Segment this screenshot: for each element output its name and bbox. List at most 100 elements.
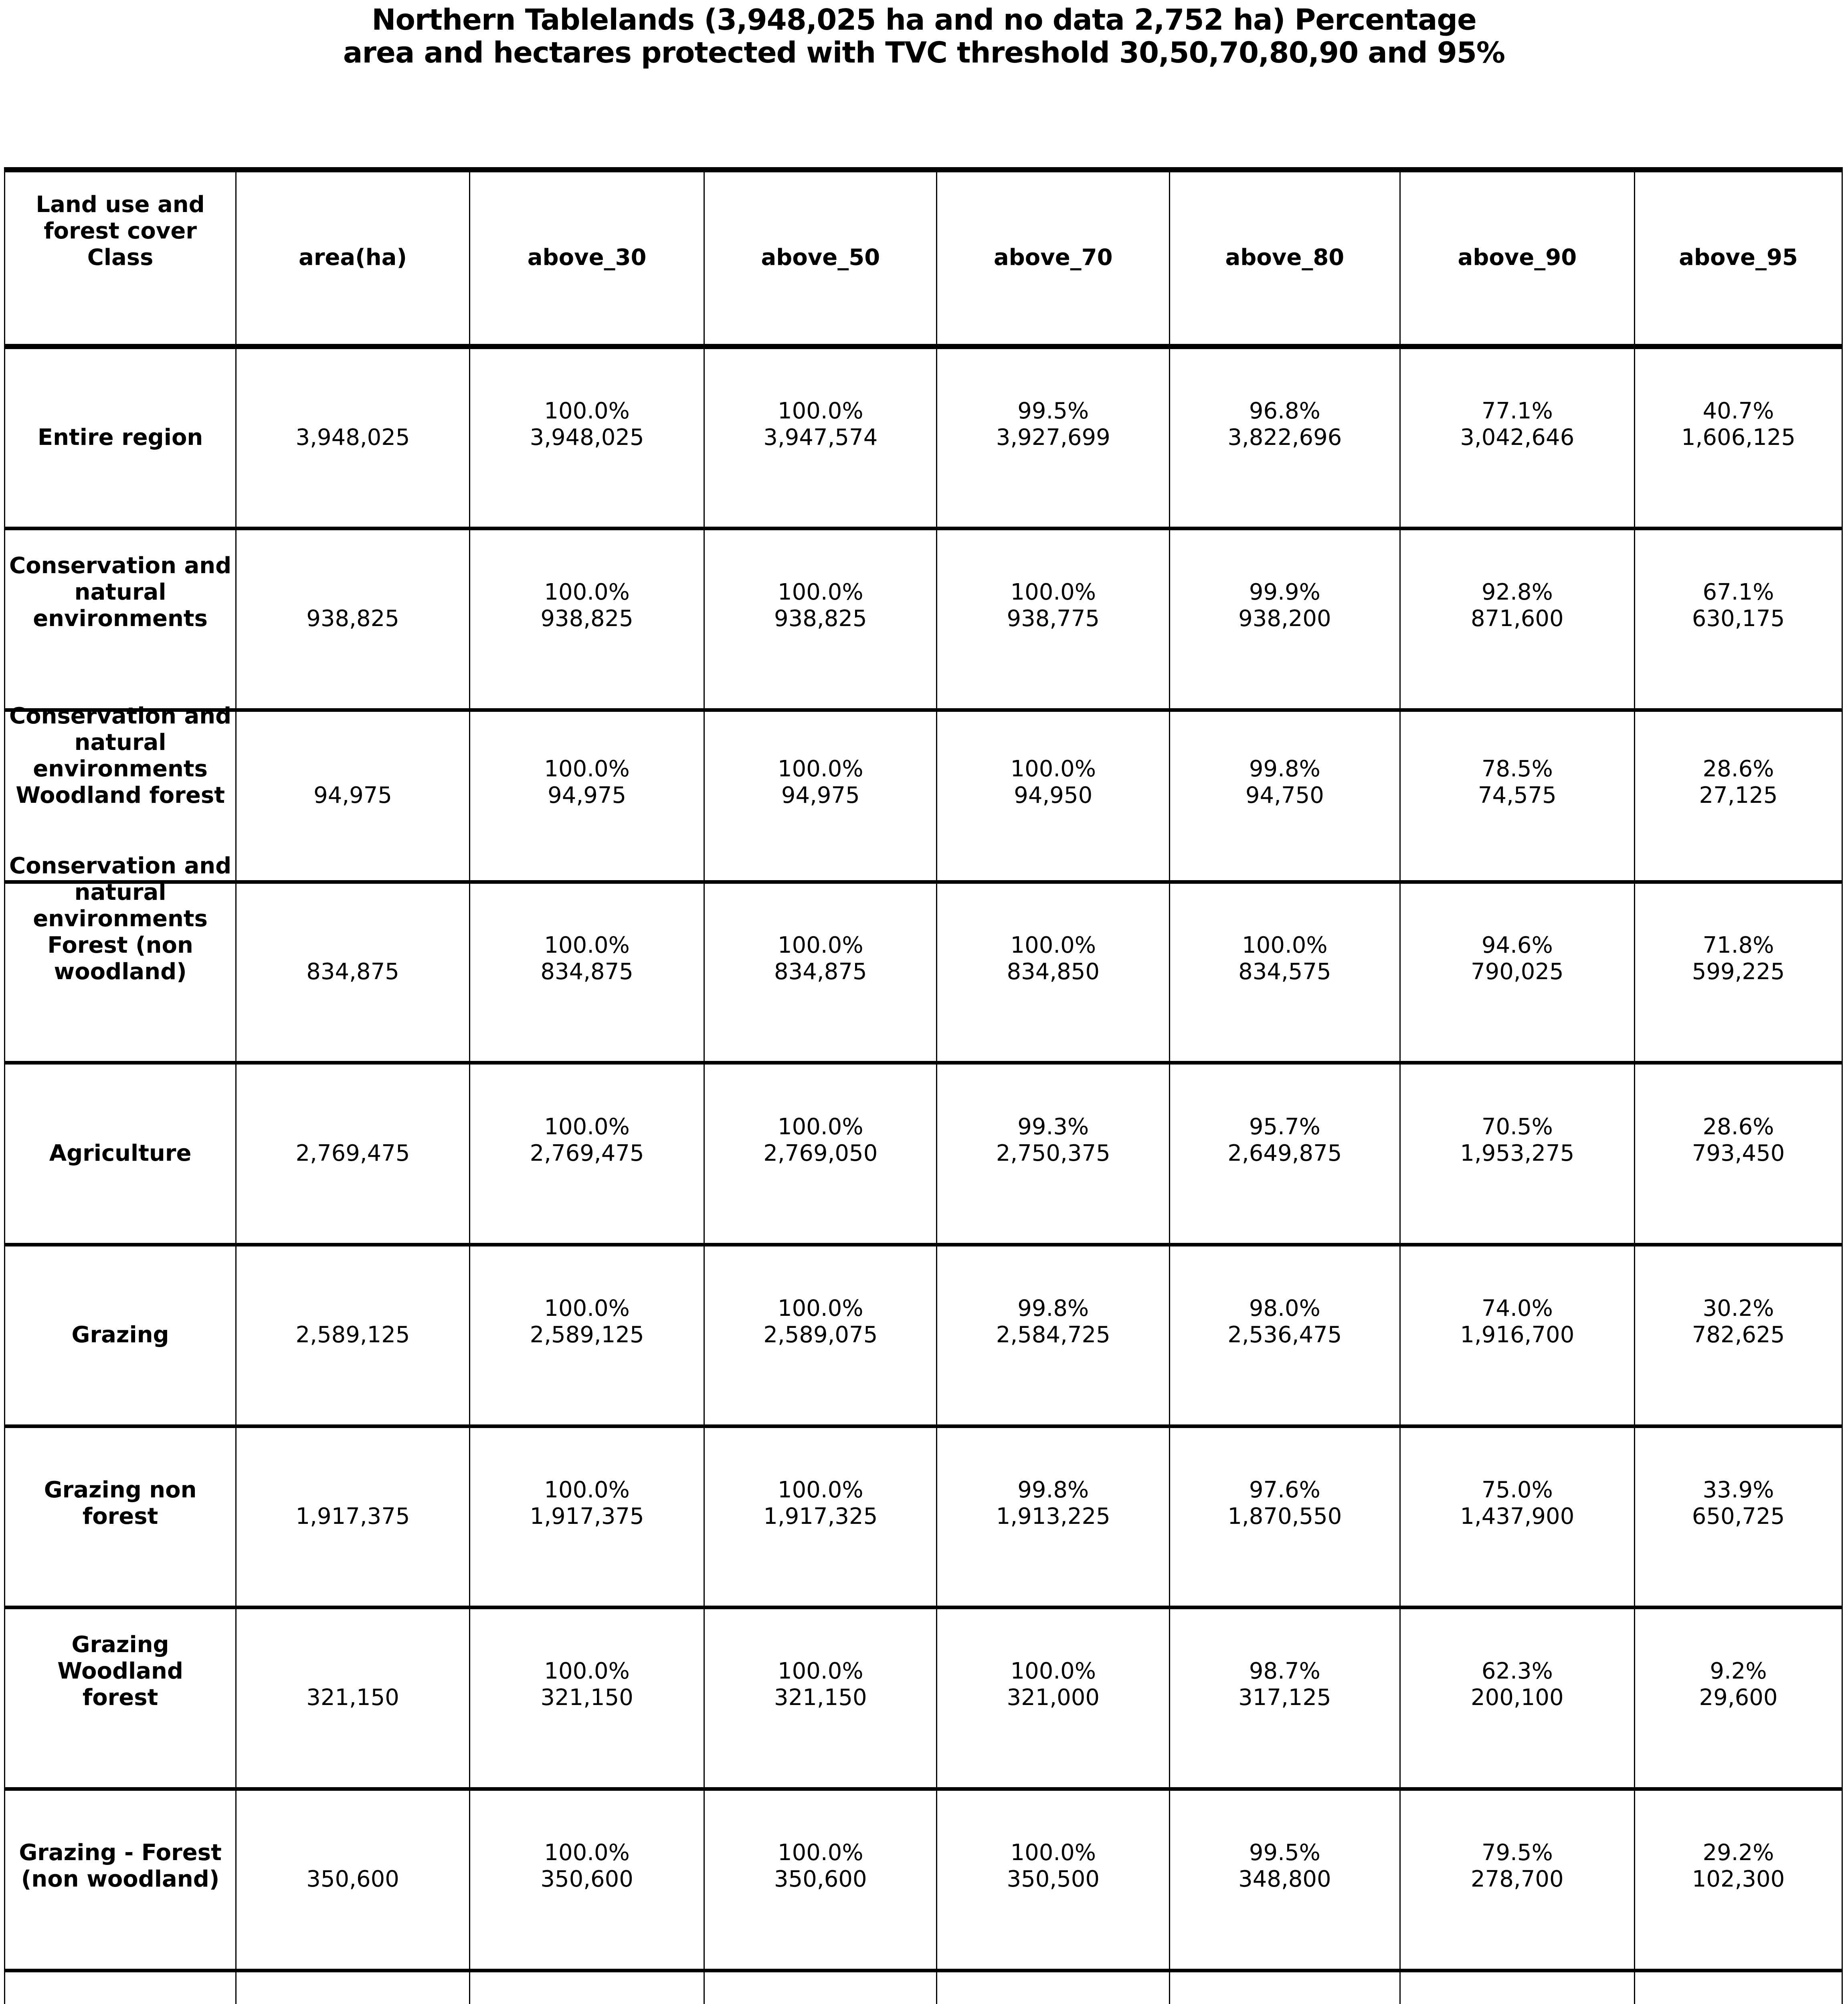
value-cell: 99.8% 94,750 (1170, 712, 1401, 880)
value-cell: 100.0% 321,150 (705, 1609, 938, 1787)
value-cell: 62.3% 200,100 (1401, 1609, 1636, 1787)
row-label-text: Grazing - Forest (non woodland) (19, 1840, 222, 1892)
row-label: Entire region (5, 349, 237, 527)
header-above-50-text: above_50 (761, 244, 880, 271)
table-row: Conservation and natural environments 938… (5, 530, 1842, 712)
value-cell-text: 100.0% 2,589,125 (530, 1295, 644, 1348)
value-cell-text: 99.3% 2,750,375 (996, 1113, 1110, 1166)
table-row: Cropping172,625100.0% 172,62599.9% 172,4… (5, 1972, 1842, 2004)
value-cell: 6.2% 10,650 (1635, 1972, 1842, 2004)
value-cell: 99.9% 172,425 (705, 1972, 938, 2004)
value-cell: 98.0% 2,536,475 (1170, 1246, 1401, 1424)
value-cell-text: 95.7% 2,649,875 (1227, 1113, 1342, 1166)
value-cell-text: 67.1% 630,175 (1692, 579, 1785, 632)
table-header-row: Land use and forest cover Class area(ha) a… (5, 172, 1842, 349)
value-cell-text: 79.5% 278,700 (1471, 1840, 1564, 1892)
value-cell-text: 100.0% 350,600 (774, 1840, 867, 1892)
area-cell: 350,600 (237, 1791, 470, 1969)
value-cell: 9.2% 29,600 (1635, 1609, 1842, 1787)
value-cell-text: 62.3% 200,100 (1471, 1658, 1564, 1711)
header-area-ha--text: area(ha) (299, 244, 407, 271)
table-row: Grazing non forest 1,917,375 100.0% 1,917,… (5, 1428, 1842, 1609)
row-label: Grazing (5, 1246, 237, 1424)
value-cell: 96.8% 3,822,696 (1170, 349, 1401, 527)
value-cell-text: 74.0% 1,916,700 (1460, 1295, 1575, 1348)
header-area-ha-: area(ha) (237, 172, 470, 344)
row-label-text: Conservation and natural environments Fo… (9, 853, 232, 985)
table-row: Grazing - Forest (non woodland) 350,600 10… (5, 1791, 1842, 1972)
value-cell: 99.3% 2,750,375 (937, 1065, 1171, 1243)
area-cell: 834,875 (237, 884, 470, 1061)
value-cell-text: 100.0% 321,150 (774, 1658, 867, 1711)
value-cell-text: 100.0% 938,825 (774, 579, 867, 632)
value-cell: 78.5% 74,575 (1401, 712, 1636, 880)
value-cell: 100.0% 350,600 (705, 1791, 938, 1969)
value-cell: 71.8% 599,225 (1635, 884, 1842, 1061)
table-row: Grazing Woodland forest 321,150 100.0% 321… (5, 1609, 1842, 1791)
value-cell-text: 100.0% 3,948,025 (530, 398, 644, 450)
area-cell-text: 1,917,375 (295, 1503, 410, 1529)
area-cell: 1,917,375 (237, 1428, 470, 1606)
value-cell-text: 100.0% 834,875 (774, 932, 867, 985)
value-cell-text: 92.8% 871,600 (1471, 579, 1564, 632)
value-cell: 20.8% 35,875 (1401, 1972, 1636, 2004)
row-label-text: Conservation and natural environments (9, 553, 232, 632)
row-label: Grazing non forest (5, 1428, 237, 1606)
value-cell-text: 100.0% 321,000 (1007, 1658, 1100, 1711)
header-above-80: above_80 (1170, 172, 1401, 344)
value-cell-text: 71.8% 599,225 (1692, 932, 1785, 985)
value-cell-text: 96.8% 3,822,696 (1227, 398, 1342, 450)
value-cell: 70.5% 1,953,275 (1401, 1065, 1636, 1243)
area-cell-text: 2,589,125 (295, 1322, 410, 1348)
row-label: Cropping (5, 1972, 237, 2004)
area-cell-text: 834,875 (306, 959, 399, 985)
value-cell: 30.2% 782,625 (1635, 1246, 1842, 1424)
value-cell: 100.0% 834,875 (705, 884, 938, 1061)
row-label: Conservation and natural environments Fo… (5, 853, 237, 1061)
land-use-tvc-table: Land use and forest cover Class area(ha) a… (4, 167, 1843, 2004)
area-cell-text: 2,769,475 (295, 1140, 410, 1166)
table-row: Entire region 3,948,025 100.0% 3,948,025 10… (5, 349, 1842, 530)
header-above-50: above_50 (705, 172, 938, 344)
value-cell: 28.6% 793,450 (1635, 1065, 1842, 1243)
value-cell: 92.8% 871,600 (1401, 530, 1636, 708)
value-cell: 100.0% 2,769,050 (705, 1065, 938, 1243)
value-cell: 97.6% 1,870,550 (1170, 1428, 1401, 1606)
row-label-text: Grazing (71, 1322, 169, 1348)
area-cell: 938,825 (237, 530, 470, 708)
row-label-text: Agriculture (49, 1140, 192, 1166)
table-row: Conservation and natural environments Wo… (5, 703, 1842, 884)
value-cell-text: 100.0% 94,975 (544, 756, 630, 808)
value-cell: 100.0% 938,825 (470, 530, 705, 708)
value-cell-text: 28.6% 27,125 (1699, 756, 1778, 808)
value-cell-text: 100.0% 350,500 (1007, 1840, 1100, 1892)
value-cell-text: 98.7% 317,125 (1238, 1658, 1331, 1711)
row-label: Grazing - Forest (non woodland) (5, 1791, 237, 1969)
row-label-text: Grazing non forest (44, 1477, 197, 1529)
row-label-text: Entire region (37, 424, 203, 450)
value-cell-text: 100.0% 94,950 (1010, 756, 1096, 808)
title-line-1: Northern Tablelands (3,948,025 ha and no… (372, 3, 1477, 36)
area-cell: 94,975 (237, 712, 470, 880)
value-cell: 95.7% 2,649,875 (1170, 1065, 1401, 1243)
value-cell: 28.6% 27,125 (1635, 712, 1842, 880)
value-cell: 99.9% 938,200 (1170, 530, 1401, 708)
header-above-70-text: above_70 (993, 244, 1113, 271)
value-cell-text: 100.0% 1,917,325 (763, 1477, 878, 1529)
value-cell: 100.0% 321,000 (937, 1609, 1171, 1787)
value-cell: 77.1% 3,042,646 (1401, 349, 1636, 527)
area-cell-text: 94,975 (313, 782, 392, 808)
area-cell: 3,948,025 (237, 349, 470, 527)
value-cell: 67.1% 630,175 (1635, 530, 1842, 708)
value-cell-text: 94.6% 790,025 (1471, 932, 1564, 985)
value-cell-text: 100.0% 834,850 (1007, 932, 1100, 985)
value-cell: 33.9% 650,725 (1635, 1428, 1842, 1606)
value-cell: 99.5% 348,800 (1170, 1791, 1401, 1969)
value-cell-text: 99.8% 2,584,725 (996, 1295, 1110, 1348)
table-row: Conservation and natural environments Fo… (5, 853, 1842, 1065)
value-cell-text: 9.2% 29,600 (1699, 1658, 1778, 1711)
value-cell: 79.5% 278,700 (1401, 1791, 1636, 1969)
value-cell-text: 97.6% 1,870,550 (1227, 1477, 1342, 1529)
value-cell-text: 100.0% 94,975 (778, 756, 863, 808)
